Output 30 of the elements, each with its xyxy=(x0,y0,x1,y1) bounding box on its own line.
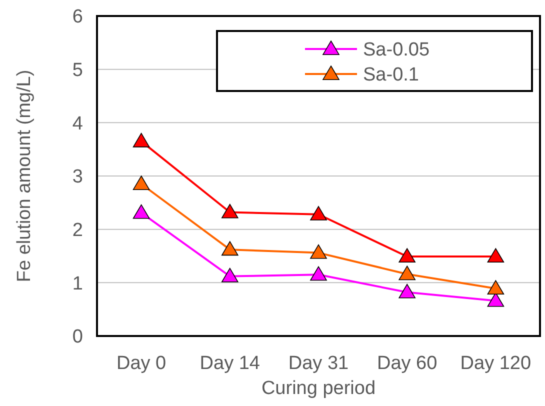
point xyxy=(310,206,327,220)
x-tick-label: Day 31 xyxy=(288,353,349,374)
y-tick-label: 6 xyxy=(72,6,83,28)
y-axis-title: Fe elution amount (mg/L) xyxy=(14,70,35,282)
y-tick-label: 3 xyxy=(72,166,83,188)
point xyxy=(132,204,150,219)
point xyxy=(398,266,416,280)
y-tick-label: 2 xyxy=(72,220,83,241)
y-tick-label: 1 xyxy=(72,273,83,294)
x-axis-title: Curing period xyxy=(261,378,376,399)
x-tick-label: Day 60 xyxy=(377,353,438,374)
point xyxy=(222,268,238,282)
x-tick-label: Day 0 xyxy=(116,353,166,374)
point xyxy=(398,248,416,263)
point xyxy=(222,241,238,256)
point xyxy=(487,280,504,295)
x-tick-label: Day 14 xyxy=(200,353,260,374)
point xyxy=(487,248,504,263)
legend-label: Sa-0.1 xyxy=(363,64,419,86)
point xyxy=(398,284,416,298)
y-tick-label: 4 xyxy=(72,113,84,134)
point xyxy=(222,204,238,218)
y-tick-label: 5 xyxy=(72,60,83,81)
point xyxy=(310,244,327,259)
x-tick-label: Day 120 xyxy=(460,353,532,374)
point xyxy=(132,176,150,190)
legend-label: Sa-0.05 xyxy=(363,40,430,61)
point xyxy=(310,266,327,281)
y-tick-label: 0 xyxy=(72,326,83,348)
point xyxy=(132,132,150,148)
